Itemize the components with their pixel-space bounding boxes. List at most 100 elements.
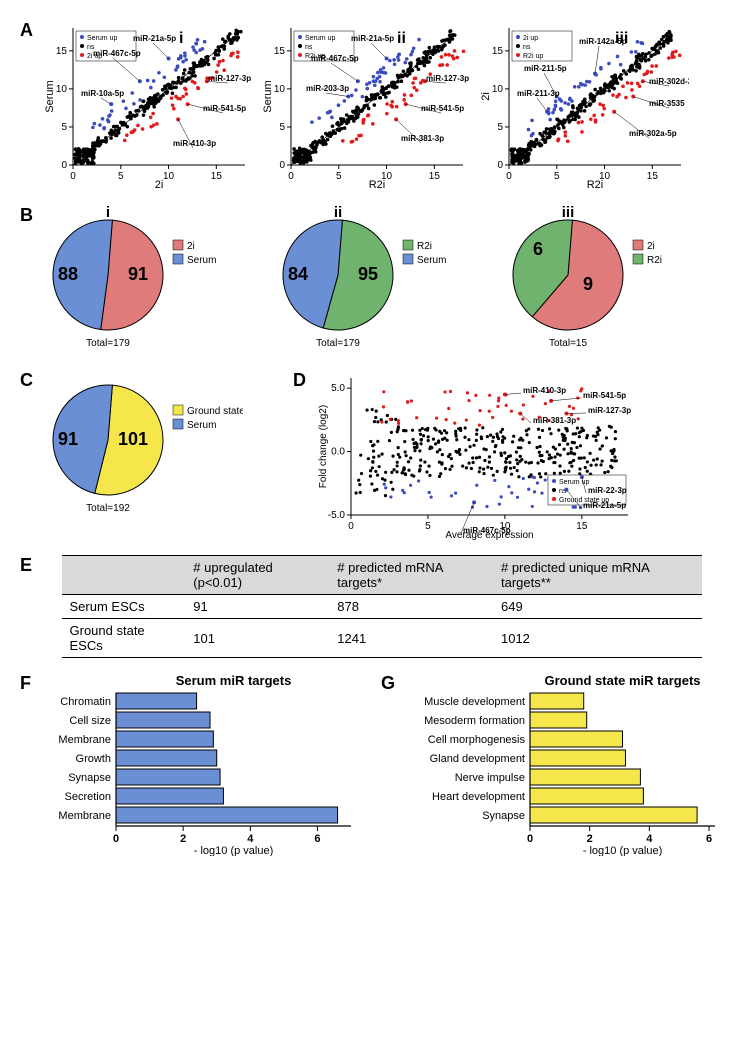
svg-text:miR-467c-5p: miR-467c-5p <box>311 54 359 63</box>
svg-text:ns: ns <box>305 44 313 51</box>
svg-text:Synapse: Synapse <box>482 810 525 822</box>
svg-text:- log10 (p value): - log10 (p value) <box>583 845 663 856</box>
panel-a-label: A <box>20 20 33 41</box>
svg-text:15: 15 <box>274 46 286 57</box>
svg-text:miR-302a-5p: miR-302a-5p <box>629 129 677 138</box>
svg-text:Ground state miR targets: Ground state miR targets <box>545 673 701 688</box>
svg-text:Serum: Serum <box>417 255 446 266</box>
svg-text:Cell size: Cell size <box>69 715 111 727</box>
svg-text:5.0: 5.0 <box>331 383 345 394</box>
svg-text:i: i <box>106 205 110 221</box>
svg-text:Total=179: Total=179 <box>86 338 130 349</box>
svg-text:Serum miR targets: Serum miR targets <box>176 673 292 688</box>
svg-text:R2i: R2i <box>587 179 604 190</box>
svg-text:Secretion: Secretion <box>65 791 111 803</box>
svg-text:miR-127-3p: miR-127-3p <box>426 74 469 83</box>
svg-text:Serum up: Serum up <box>305 35 335 42</box>
svg-text:101: 101 <box>118 429 148 449</box>
svg-text:95: 95 <box>358 264 378 284</box>
svg-text:0: 0 <box>279 160 285 171</box>
svg-text:miR-302d-3p: miR-302d-3p <box>649 77 689 86</box>
svg-text:2: 2 <box>587 833 593 845</box>
svg-text:0: 0 <box>527 833 533 845</box>
svg-text:miR-211-3p: miR-211-3p <box>517 89 560 98</box>
panel-c-pie: 10191Ground stateSerumTotal=192 <box>43 370 243 520</box>
svg-text:miR-127-3p: miR-127-3p <box>588 406 631 415</box>
svg-text:10: 10 <box>56 84 68 95</box>
svg-text:miR-21a-5p: miR-21a-5p <box>133 34 176 43</box>
panel-a-scatters: 005510101515Serum upns2i upimiR-21a-5pmi… <box>43 20 689 190</box>
svg-text:miR-541-5p: miR-541-5p <box>421 104 464 113</box>
svg-text:Synapse: Synapse <box>68 772 111 784</box>
svg-text:2i: 2i <box>480 92 492 101</box>
svg-text:Fold change (log2): Fold change (log2) <box>318 405 329 488</box>
svg-text:Gland development: Gland development <box>430 753 525 765</box>
svg-text:0: 0 <box>497 160 503 171</box>
svg-text:miR-410-3p: miR-410-3p <box>523 386 566 395</box>
svg-text:Serum up: Serum up <box>559 479 589 486</box>
svg-text:miR-211-5p: miR-211-5p <box>524 64 567 73</box>
svg-text:Cell morphogenesis: Cell morphogenesis <box>428 734 526 746</box>
panel-d-scatter: 051015-5.00.05.0Serum upnsGround state u… <box>316 370 636 540</box>
svg-text:miR-10a-5p: miR-10a-5p <box>81 89 124 98</box>
svg-text:Mesoderm formation: Mesoderm formation <box>424 715 525 727</box>
svg-text:miR-410-3p: miR-410-3p <box>173 139 216 148</box>
svg-text:0: 0 <box>61 160 67 171</box>
svg-text:-5.0: -5.0 <box>328 510 346 521</box>
svg-text:i: i <box>179 30 183 47</box>
svg-text:91: 91 <box>58 429 78 449</box>
svg-text:5: 5 <box>425 521 431 532</box>
svg-text:Muscle development: Muscle development <box>424 696 525 708</box>
svg-text:miR-467c-5p: miR-467c-5p <box>93 49 141 58</box>
panel-c-label: C <box>20 370 33 391</box>
svg-text:miR-21a-5p: miR-21a-5p <box>351 34 394 43</box>
svg-text:2i: 2i <box>187 241 195 252</box>
svg-text:miR-381-3p: miR-381-3p <box>401 134 444 143</box>
svg-text:miR-203-3p: miR-203-3p <box>306 84 349 93</box>
svg-text:R2i up: R2i up <box>523 53 543 60</box>
svg-text:15: 15 <box>492 46 504 57</box>
panel-g-bars: Ground state miR targets Muscle developme… <box>405 673 725 856</box>
svg-text:0: 0 <box>506 171 512 182</box>
svg-text:Chromatin: Chromatin <box>60 696 111 708</box>
svg-text:15: 15 <box>647 171 659 182</box>
svg-text:2i: 2i <box>647 241 655 252</box>
panel-g-label: G <box>381 673 395 694</box>
svg-text:Total=179: Total=179 <box>316 338 360 349</box>
svg-text:ns: ns <box>523 44 531 51</box>
svg-text:Serum: Serum <box>44 80 56 112</box>
svg-text:5: 5 <box>61 122 67 133</box>
svg-text:5: 5 <box>279 122 285 133</box>
svg-text:Total=192: Total=192 <box>86 503 130 514</box>
svg-text:4: 4 <box>646 833 653 845</box>
svg-text:6: 6 <box>314 833 320 845</box>
summary-table: # upregulated (p<0.01)# predicted mRNA t… <box>62 555 702 658</box>
svg-text:Serum: Serum <box>187 255 216 266</box>
svg-text:miR-22-3p: miR-22-3p <box>588 486 627 495</box>
svg-text:10: 10 <box>492 84 504 95</box>
svg-text:15: 15 <box>576 521 588 532</box>
panel-e-label: E <box>20 555 32 576</box>
svg-text:2i: 2i <box>155 179 164 190</box>
panel-e-table: # upregulated (p<0.01)# predicted mRNA t… <box>42 555 721 658</box>
svg-text:R2i: R2i <box>369 179 386 190</box>
svg-text:iii: iii <box>562 205 575 221</box>
panel-b-pies: 91882iSerumTotal=179i9584R2iSerumTotal=1… <box>43 205 703 355</box>
svg-text:miR-381-3p: miR-381-3p <box>533 416 576 425</box>
svg-text:Serum up: Serum up <box>87 35 117 42</box>
svg-text:ii: ii <box>397 30 406 47</box>
svg-text:Ground state: Ground state <box>187 406 243 417</box>
svg-text:Serum: Serum <box>262 80 274 112</box>
svg-text:miR-541-5p: miR-541-5p <box>583 391 626 400</box>
svg-text:5: 5 <box>118 171 124 182</box>
panel-f-bars: Serum miR targets Chromatin Cell size Membr… <box>41 673 361 856</box>
panel-f-label: F <box>20 673 31 694</box>
svg-text:Heart development: Heart development <box>432 791 525 803</box>
svg-text:R2i: R2i <box>417 241 432 252</box>
svg-text:5: 5 <box>497 122 503 133</box>
svg-text:miR-142a-5p: miR-142a-5p <box>579 37 627 46</box>
svg-text:Membrane: Membrane <box>58 810 111 822</box>
svg-text:88: 88 <box>58 264 78 284</box>
svg-text:10: 10 <box>274 84 286 95</box>
svg-text:6: 6 <box>533 239 543 259</box>
